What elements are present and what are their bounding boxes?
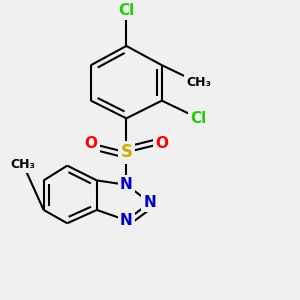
Text: O: O — [155, 136, 168, 151]
Text: O: O — [84, 136, 98, 151]
Text: S: S — [120, 143, 132, 161]
Text: Cl: Cl — [190, 111, 207, 126]
Text: CH₃: CH₃ — [186, 76, 211, 89]
Text: N: N — [120, 177, 133, 192]
Text: N: N — [120, 213, 133, 228]
Text: CH₃: CH₃ — [11, 158, 35, 171]
Text: N: N — [144, 195, 156, 210]
Text: Cl: Cl — [118, 3, 134, 18]
